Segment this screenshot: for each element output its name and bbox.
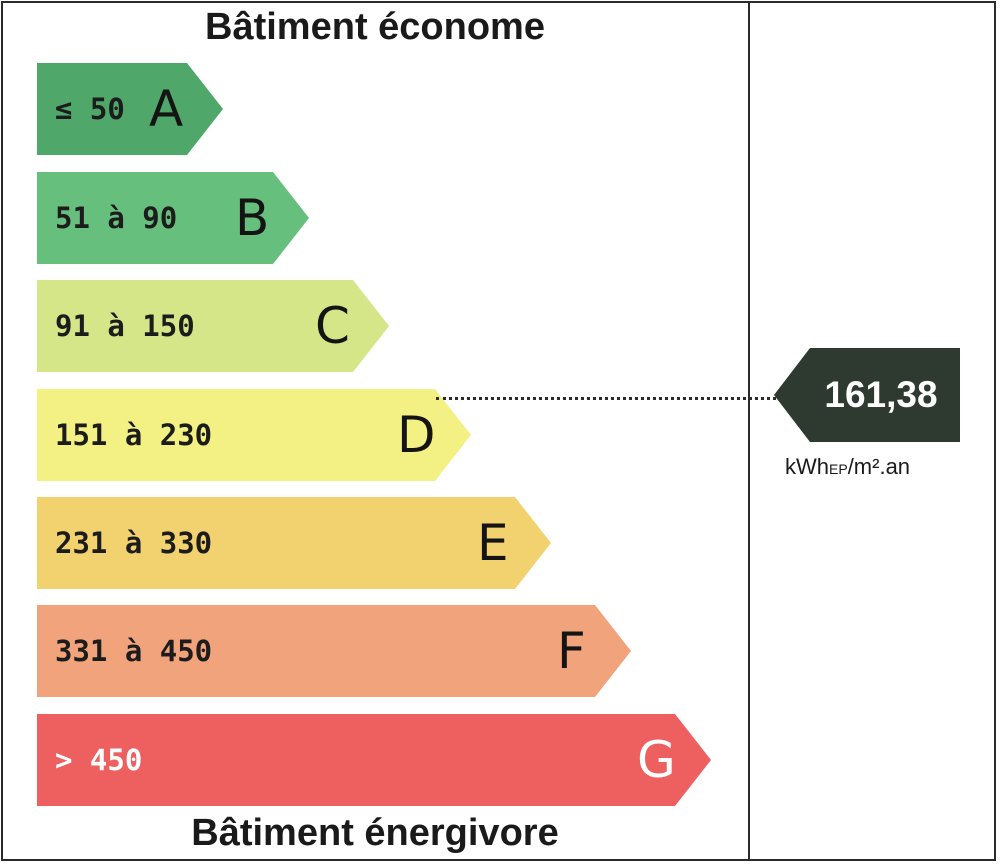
band-a-letter: A [149,80,184,138]
band-e-letter: E [477,514,509,572]
band-b: 51 à 90 B [37,172,309,264]
unit-rest: /m².an [847,454,911,479]
band-c-arrow [37,280,389,372]
band-e: 231 à 330 E [37,497,551,589]
unit-main: kWh [785,454,829,479]
band-d: 151 à 230 D [37,389,471,481]
rating-unit: kWhEP/m².an [785,454,985,480]
band-e-range: 231 à 330 [55,526,213,560]
band-c-letter: C [315,297,350,355]
unit-sub: EP [829,461,848,477]
band-b-range: 51 à 90 [55,201,178,235]
band-a-arrow [37,63,223,155]
band-b-arrow [37,172,309,264]
rating-marker-arrow [774,348,960,442]
header-title: Bâtiment économe [205,6,545,48]
band-a: ≤ 50 A [37,63,223,155]
band-d-arrow [37,389,471,481]
band-c: 91 à 150 C [37,280,389,372]
band-g-arrow [37,714,711,806]
band-e-arrow [37,497,551,589]
band-g-range: > 450 [55,743,143,777]
band-a-range: ≤ 50 [55,92,125,126]
band-b-letter: B [235,189,270,247]
rating-marker: 161,38 [774,348,960,442]
footer-title: Bâtiment énergivore [191,812,559,854]
band-g-letter: G [637,731,676,789]
rating-leader-line [436,397,776,400]
band-d-range: 151 à 230 [55,418,213,452]
band-f-arrow [37,605,631,697]
band-f: 331 à 450 F [37,605,631,697]
band-g: > 450 G [37,714,711,806]
column-divider [748,1,750,861]
band-c-range: 91 à 150 [55,309,195,343]
rating-value: 161,38 [824,374,938,415]
band-d-letter: D [397,406,436,464]
band-f-letter: F [557,622,586,680]
band-f-range: 331 à 450 [55,634,213,668]
